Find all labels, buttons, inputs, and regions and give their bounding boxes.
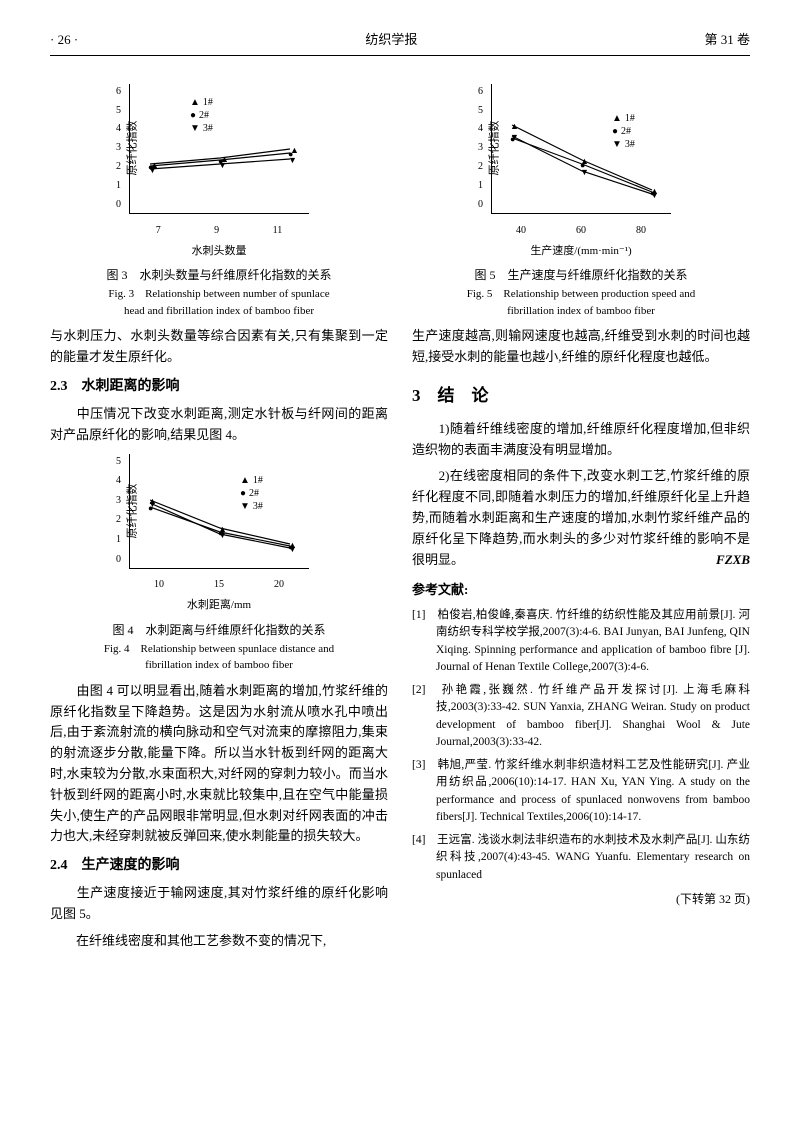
svg-text:▼: ▼ — [288, 155, 297, 165]
para-4: 生产速度接近于输网速度,其对竹浆纤维的原纤化影响见图 5。 — [50, 883, 388, 925]
fig4-ylabel: 原纤化指数 — [125, 483, 143, 538]
reference-item: [4] 王远富. 浅谈水刺法非织造布的水刺技术及水刺产品[J]. 山东纺织科技,… — [412, 832, 750, 884]
fig3-yticks: 0123456 — [116, 84, 121, 213]
fig4-plot: ▲▲▲ ●●● ▼▼▼ — [130, 454, 310, 569]
figure-4: 原纤化指数 012345 ▲▲▲ ●●● ▼▼▼ ▲ 1# ● 2# ▼ 3# … — [50, 454, 388, 673]
conclusion-2: 2)在线密度相同的条件下,改变水刺工艺,竹浆纤维的原纤化程度不同,即随着水刺压力… — [412, 466, 750, 570]
fig3-xticks: 7911 — [129, 223, 309, 239]
fig4-xlabel: 水刺距离/mm — [50, 597, 388, 615]
svg-text:▼: ▼ — [218, 160, 227, 170]
references-title: 参考文献: — [412, 580, 750, 601]
fig5-caption-en1: Fig. 5 Relationship between production s… — [412, 287, 750, 301]
fig5-xlabel: 生产速度/(mm·min⁻¹) — [412, 243, 750, 261]
svg-text:▼: ▼ — [148, 499, 157, 509]
volume: 第 31 卷 — [704, 30, 750, 51]
references-list: [1] 柏俊岩,柏俊峰,秦喜庆. 竹纤维的纺织性能及其应用前景[J]. 河南纺织… — [412, 607, 750, 884]
svg-text:▼: ▼ — [148, 165, 157, 175]
fig4-xticks: 101520 — [129, 577, 309, 593]
para-2: 中压情况下改变水刺距离,测定水针板与纤网间的距离对产品原纤化的影响,结果见图 4… — [50, 404, 388, 446]
continued-note: (下转第 32 页) — [412, 890, 750, 909]
figure-5: 原纤化指数 0123456 ▲▲▲ ●●● ▼▼▼ ▲ 1# ● 2# ▼ 3#… — [412, 84, 750, 318]
fzxb-mark: FZXB — [716, 550, 750, 571]
fig5-yticks: 0123456 — [478, 84, 483, 213]
fig3-legend: ▲ 1# ● 2# ▼ 3# — [190, 96, 213, 135]
fig3-ylabel: 原纤化指数 — [125, 121, 143, 176]
fig3-xlabel: 水刺头数量 — [50, 243, 388, 261]
para-1: 与水刺压力、水刺头数量等综合因素有关,只有集聚到一定的能量才发生原纤化。 — [50, 326, 388, 368]
left-column: 原纤化指数 0123456 ▲▲▲ ●●● ▼▼▼ ▲ 1# ● 2# ▼ 3#… — [50, 76, 388, 958]
para-3: 由图 4 可以明显看出,随着水刺距离的增加,竹浆纤维的原纤化指数呈下降趋势。这是… — [50, 681, 388, 847]
fig4-caption-cn: 图 4 水刺距离与纤维原纤化指数的关系 — [50, 621, 388, 640]
fig4-legend: ▲ 1# ● 2# ▼ 3# — [240, 474, 263, 513]
svg-text:▼: ▼ — [650, 190, 659, 200]
journal-name: 纺织学报 — [365, 30, 417, 51]
fig4-caption-en1: Fig. 4 Relationship between spunlace dis… — [50, 642, 388, 656]
figure-3: 原纤化指数 0123456 ▲▲▲ ●●● ▼▼▼ ▲ 1# ● 2# ▼ 3#… — [50, 84, 388, 318]
para-6: 生产速度越高,则输网速度也越高,纤维受到水刺的时间也越短,接受水刺的能量也越小,… — [412, 326, 750, 368]
svg-text:▲: ▲ — [510, 121, 519, 131]
heading-2-3: 2.3 水刺距离的影响 — [50, 376, 388, 398]
right-column: 原纤化指数 0123456 ▲▲▲ ●●● ▼▼▼ ▲ 1# ● 2# ▼ 3#… — [412, 76, 750, 958]
fig5-xticks: 406080 — [491, 223, 671, 239]
fig3-caption-cn: 图 3 水刺头数量与纤维原纤化指数的关系 — [50, 266, 388, 285]
fig3-caption-en2: head and fibrillation index of bamboo fi… — [50, 304, 388, 318]
fig5-caption-cn: 图 5 生产速度与纤维原纤化指数的关系 — [412, 266, 750, 285]
reference-item: [2] 孙艳霞,张巍然. 竹纤维产品开发探讨[J]. 上海毛麻科技,2003(3… — [412, 682, 750, 751]
conclusion-1: 1)随着纤维线密度的增加,纤维原纤化程度增加,但非织造织物的表面丰满度没有明显增… — [412, 419, 750, 461]
fig5-ylabel: 原纤化指数 — [487, 121, 505, 176]
fig4-caption-en2: fibrillation index of bamboo fiber — [50, 658, 388, 672]
fig5-legend: ▲ 1# ● 2# ▼ 3# — [612, 112, 635, 151]
reference-item: [3] 韩旭,严莹. 竹浆纤维水刺非织造材料工艺及性能研究[J]. 产业用纺织品… — [412, 757, 750, 826]
reference-item: [1] 柏俊岩,柏俊峰,秦喜庆. 竹纤维的纺织性能及其应用前景[J]. 河南纺织… — [412, 607, 750, 676]
svg-text:▼: ▼ — [510, 132, 519, 142]
svg-text:▼: ▼ — [288, 544, 297, 554]
fig3-caption-en1: Fig. 3 Relationship between number of sp… — [50, 287, 388, 301]
heading-2-4: 2.4 生产速度的影响 — [50, 855, 388, 877]
svg-text:▼: ▼ — [218, 530, 227, 540]
fig5-plot: ▲▲▲ ●●● ▼▼▼ — [492, 84, 672, 214]
svg-text:▼: ▼ — [580, 167, 589, 177]
para-5: 在纤维线密度和其他工艺参数不变的情况下, — [50, 931, 388, 952]
heading-3: 3 结 论 — [412, 382, 750, 409]
page-header: · 26 · 纺织学报 第 31 卷 — [50, 30, 750, 56]
fig4-yticks: 012345 — [116, 454, 121, 568]
fig3-plot: ▲▲▲ ●●● ▼▼▼ — [130, 84, 310, 214]
page-number: · 26 · — [50, 30, 78, 51]
fig5-caption-en2: fibrillation index of bamboo fiber — [412, 304, 750, 318]
